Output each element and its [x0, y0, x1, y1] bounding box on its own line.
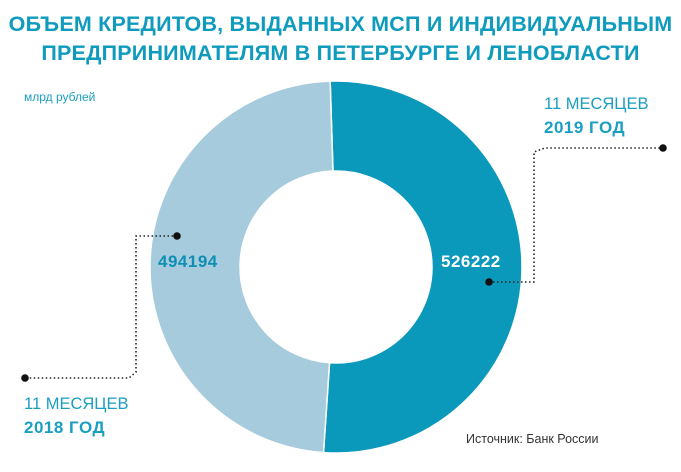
data-label-2018: 494194	[158, 252, 218, 271]
leader-line-2018	[25, 235, 177, 379]
chart-title-line-1: ОБЪЕМ КРЕДИТОВ, ВЫДАННЫХ МСП И ИНДИВИДУА…	[8, 12, 673, 36]
leader-dot-2019-outer	[659, 144, 667, 152]
unit-label: млрд рублей	[24, 90, 96, 104]
chart-title: ОБЪЕМ КРЕДИТОВ, ВЫДАННЫХ МСП И ИНДИВИДУА…	[0, 10, 681, 68]
donut-slices	[149, 80, 523, 454]
source-note: Источник: Банк России	[466, 432, 599, 446]
leader-lines	[21, 144, 667, 382]
donut-slice-2019	[322, 80, 523, 454]
legend-2019-year: 2019 ГОД	[544, 118, 626, 137]
chart-title-line-2: ПРЕДПРИНИМАТЕЛЯМ В ПЕТЕРБУРГЕ И ЛЕНОБЛАС…	[41, 41, 640, 65]
leader-dot-2018-outer	[21, 374, 29, 382]
data-label-2019: 526222	[441, 252, 501, 271]
legend-2019-period: 11 МЕСЯЦЕВ	[544, 95, 649, 113]
legend-2019: 11 МЕСЯЦЕВ 2019 ГОД	[544, 92, 649, 140]
legend-2018-year: 2018 ГОД	[24, 418, 106, 437]
legend-2018-period: 11 МЕСЯЦЕВ	[24, 395, 129, 413]
donut-slice-2018	[149, 80, 334, 454]
leader-dot-2018-inner	[173, 232, 181, 240]
leader-dot-2019-inner	[485, 278, 493, 286]
legend-2018: 11 МЕСЯЦЕВ 2018 ГОД	[24, 392, 129, 440]
